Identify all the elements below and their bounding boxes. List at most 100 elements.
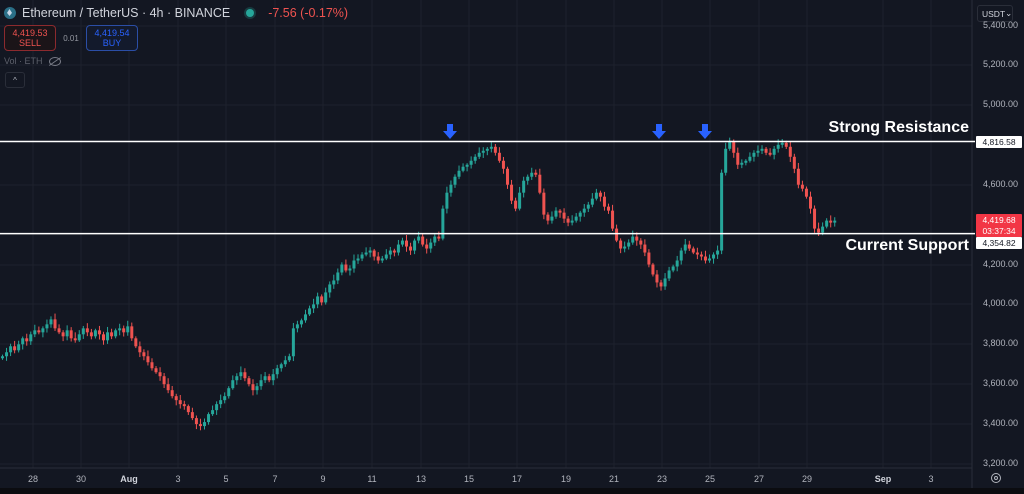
buy-button[interactable]: 4,419.54 BUY (86, 25, 138, 51)
hide-eye-icon[interactable] (48, 56, 61, 66)
candle (703, 256, 707, 261)
candle (691, 248, 695, 253)
collapse-legend-button[interactable]: ^ (5, 72, 25, 88)
candle (800, 184, 804, 189)
time-tick: 30 (75, 474, 87, 484)
candle (526, 176, 530, 181)
candle (542, 192, 546, 215)
candle (465, 164, 469, 167)
symbol-title[interactable]: Ethereum / TetherUS · 4h · BINANCE (22, 6, 231, 20)
candle (530, 172, 534, 177)
candle (546, 214, 550, 221)
candle (776, 144, 780, 149)
candle (279, 364, 283, 369)
candle (154, 368, 158, 373)
spread-value: 0.01 (63, 33, 79, 43)
candle (417, 236, 421, 241)
candle (328, 284, 332, 293)
candle (716, 250, 720, 255)
candle (744, 160, 748, 163)
candle (49, 319, 53, 325)
time-tick: 29 (801, 474, 813, 484)
ethereum-icon (4, 7, 16, 19)
candle (481, 150, 485, 153)
candle (93, 330, 97, 337)
volume-label[interactable]: Vol · ETH (4, 56, 43, 66)
candle (792, 156, 796, 169)
time-tick: 3 (175, 474, 181, 484)
candle (170, 390, 174, 397)
candle (461, 166, 465, 171)
time-tick: 3 (928, 474, 934, 484)
candle (586, 204, 590, 209)
candle (344, 264, 348, 271)
candle (17, 344, 21, 351)
time-tick: 17 (511, 474, 523, 484)
candle (712, 254, 716, 259)
settings-gear-icon[interactable] (991, 473, 1001, 483)
candle (627, 242, 631, 247)
candle (110, 332, 114, 337)
candle (607, 206, 610, 211)
candle (174, 396, 178, 401)
candle (449, 184, 453, 193)
candle (356, 258, 360, 261)
candle (352, 260, 356, 269)
time-tick: Sep (874, 474, 892, 484)
candle (368, 250, 372, 253)
candle (255, 386, 259, 391)
candle (477, 152, 481, 157)
candle (497, 152, 501, 161)
last-price-tag: 4,419.68 03:37:34 (976, 214, 1022, 237)
candle (437, 236, 441, 239)
candle (1, 356, 4, 359)
candle (239, 372, 243, 377)
time-tick: 21 (608, 474, 620, 484)
currency-select[interactable]: USDT ⌄ (977, 5, 1013, 22)
candle (207, 414, 211, 423)
candle (796, 168, 800, 185)
candle (114, 330, 118, 337)
candle (760, 148, 764, 151)
candle (336, 272, 340, 281)
candle (732, 141, 736, 153)
candle (740, 162, 744, 165)
candle (376, 256, 380, 261)
chevron-up-icon: ^ (13, 75, 17, 85)
candle (631, 236, 635, 243)
candle (37, 330, 41, 333)
candle (340, 264, 344, 273)
candle (138, 346, 142, 353)
candle (441, 208, 445, 239)
sell-button[interactable]: 4,419.53 SELL (4, 25, 56, 51)
candle (534, 172, 538, 175)
candle (615, 228, 619, 241)
candle (663, 278, 667, 287)
candle (102, 334, 105, 341)
arrow-down-icon (652, 124, 666, 139)
trade-panel: 4,419.53 SELL 0.01 4,419.54 BUY (4, 25, 138, 51)
buy-label: BUY (102, 38, 122, 48)
time-tick: 25 (704, 474, 716, 484)
candle (683, 244, 687, 251)
price-tick: 3,600.00 (982, 378, 1018, 388)
candle (304, 314, 307, 321)
candle (251, 384, 255, 391)
candle (566, 218, 570, 223)
time-tick: 11 (367, 474, 377, 484)
candle (538, 174, 542, 193)
candle (736, 152, 740, 165)
candle (485, 148, 489, 151)
candle (720, 172, 724, 251)
support-annotation: Current Support (845, 237, 969, 254)
candle (514, 200, 518, 209)
candle (469, 160, 473, 165)
candle (41, 328, 45, 333)
candle (287, 356, 291, 361)
candle (457, 170, 461, 177)
candle (659, 282, 663, 287)
candle (554, 210, 558, 217)
candle (550, 216, 554, 221)
